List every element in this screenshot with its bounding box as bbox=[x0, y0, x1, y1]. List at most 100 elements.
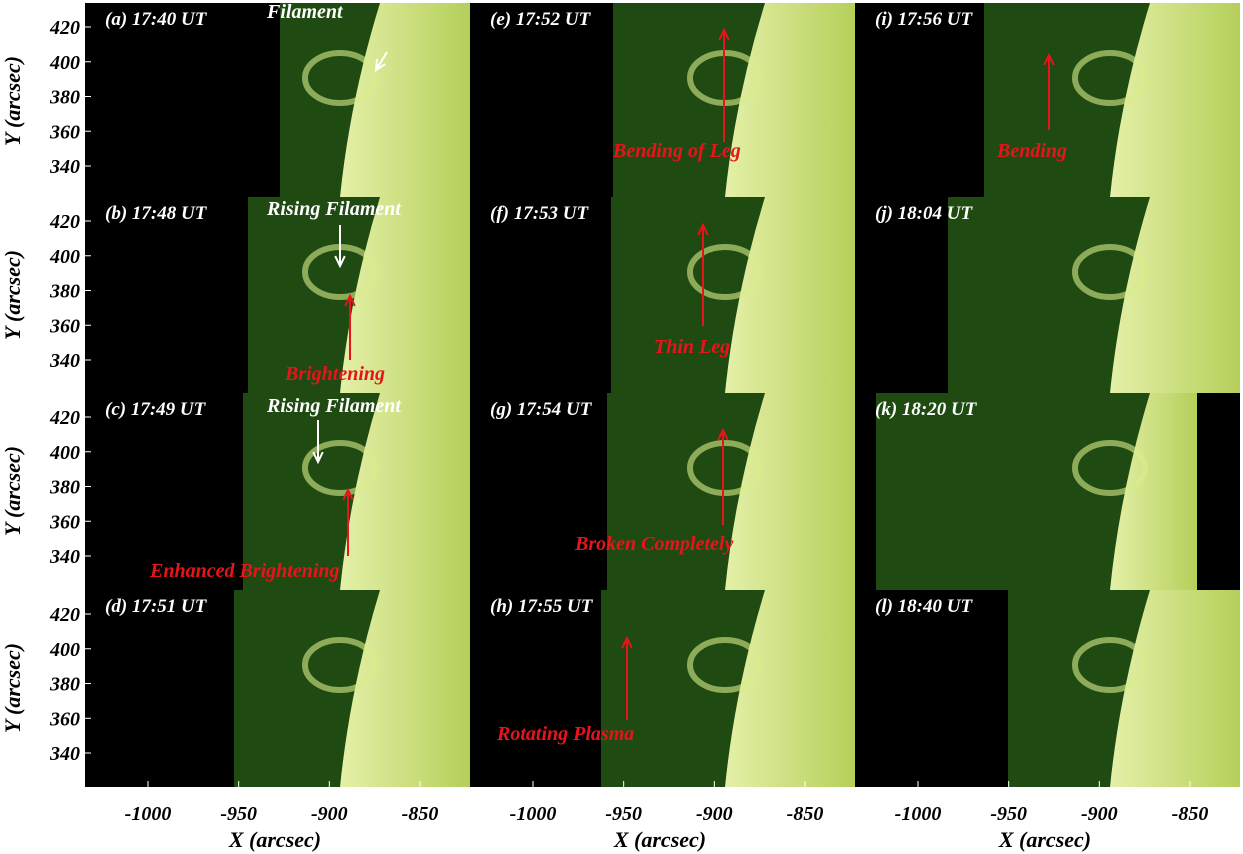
arrow-head bbox=[334, 255, 346, 269]
x-tick-label: -1000 bbox=[895, 803, 942, 825]
panel: (h) 17:55 UT Rotating Plasma bbox=[470, 590, 855, 787]
solar-disk bbox=[1110, 393, 1197, 590]
solar-disk bbox=[725, 3, 855, 197]
panel: (i) 17:56 UT Bending bbox=[855, 3, 1240, 197]
y-axis-label: Y (arcsec) bbox=[0, 446, 25, 536]
annotation: Broken Completely bbox=[574, 533, 733, 555]
annotation: Brightening bbox=[284, 363, 385, 385]
annotation: Filament bbox=[266, 1, 344, 23]
x-axis-label: X (arcsec) bbox=[228, 827, 321, 852]
panel-label: (b) 17:48 UT bbox=[105, 203, 208, 224]
annotation: Rotating Plasma bbox=[496, 723, 634, 745]
x-tick-label: -900 bbox=[696, 803, 733, 825]
y-axis-label: Y (arcsec) bbox=[0, 643, 25, 733]
panel-label: (a) 17:40 UT bbox=[105, 9, 208, 30]
panel: (l) 18:40 UT bbox=[855, 590, 1240, 787]
x-tick-label: -1000 bbox=[125, 803, 172, 825]
solar-disk bbox=[725, 590, 855, 787]
x-tick-label: -950 bbox=[220, 803, 257, 825]
panel-label: (c) 17:49 UT bbox=[105, 399, 207, 420]
arrow-head bbox=[621, 635, 633, 649]
panel: (c) 17:49 UT Rising Filament Enhanced Brig… bbox=[85, 393, 470, 590]
panel: (g) 17:54 UT Broken Completely bbox=[470, 393, 855, 590]
panel: (j) 18:04 UT bbox=[855, 197, 1240, 393]
y-tick-label: 420 bbox=[49, 604, 80, 626]
panel: (d) 17:51 UT bbox=[85, 590, 470, 787]
x-axis-label: X (arcsec) bbox=[998, 827, 1091, 852]
x-tick-label: -850 bbox=[787, 803, 824, 825]
y-tick-label: 380 bbox=[49, 674, 80, 696]
panel: (k) 18:20 UT bbox=[855, 393, 1240, 590]
y-tick-label: 400 bbox=[49, 639, 80, 661]
solar-disk bbox=[725, 197, 855, 393]
y-axis-label: Y (arcsec) bbox=[0, 56, 25, 146]
annotation: Bending of Leg bbox=[612, 140, 741, 162]
y-tick-label: 400 bbox=[49, 246, 80, 268]
arrow-head bbox=[344, 293, 356, 307]
arrow-shaft bbox=[375, 51, 388, 71]
arrow-head bbox=[717, 427, 729, 441]
panel-label: (g) 17:54 UT bbox=[490, 399, 593, 420]
loop-glow bbox=[302, 637, 378, 693]
x-tick-label: -850 bbox=[1172, 803, 1209, 825]
arrow-head bbox=[1043, 52, 1055, 66]
y-tick-label: 420 bbox=[49, 407, 80, 429]
y-tick-label: 340 bbox=[49, 743, 80, 765]
panel-label: (j) 18:04 UT bbox=[875, 203, 973, 224]
solar-disk bbox=[340, 197, 470, 393]
annotation: Thin Leg bbox=[654, 336, 730, 358]
x-tick-label: -900 bbox=[1081, 803, 1118, 825]
panel-label: (e) 17:52 UT bbox=[490, 9, 592, 30]
solar-disk bbox=[1110, 197, 1240, 393]
panel-label: (l) 18:40 UT bbox=[875, 596, 973, 617]
arrow-head bbox=[374, 58, 386, 72]
loop-glow bbox=[302, 440, 378, 496]
panel: (a) 17:40 UT Filament bbox=[85, 1, 470, 197]
annotation: Rising Filament bbox=[266, 198, 402, 220]
arrow-head bbox=[697, 222, 709, 236]
annotation: Bending bbox=[996, 140, 1067, 162]
loop-glow bbox=[1072, 244, 1148, 300]
solar-disk bbox=[725, 393, 855, 590]
y-tick-label: 380 bbox=[49, 281, 80, 303]
y-tick-label: 380 bbox=[49, 87, 80, 109]
y-tick-label: 420 bbox=[49, 17, 80, 39]
solar-disk bbox=[1110, 3, 1240, 197]
x-tick-label: -950 bbox=[990, 803, 1027, 825]
arrow-head bbox=[342, 487, 354, 501]
y-tick-label: 340 bbox=[49, 546, 80, 568]
panel-label: (f) 17:53 UT bbox=[490, 203, 590, 224]
panel: (b) 17:48 UT Rising Filament Brightening bbox=[85, 197, 470, 393]
panel-label: (i) 17:56 UT bbox=[875, 9, 973, 30]
panel-label: (k) 18:20 UT bbox=[875, 399, 978, 420]
y-tick-label: 360 bbox=[49, 511, 80, 533]
y-tick-label: 400 bbox=[49, 442, 80, 464]
loop-glow bbox=[687, 440, 763, 496]
loop-glow bbox=[1072, 637, 1148, 693]
y-tick-label: 340 bbox=[49, 156, 80, 178]
x-tick-label: -950 bbox=[605, 803, 642, 825]
x-tick-label: -850 bbox=[402, 803, 439, 825]
y-tick-label: 380 bbox=[49, 477, 80, 499]
loop-glow bbox=[1072, 50, 1148, 106]
solar-disk bbox=[340, 590, 470, 787]
loop-glow bbox=[302, 50, 378, 106]
y-tick-label: 420 bbox=[49, 211, 80, 233]
y-tick-label: 360 bbox=[49, 121, 80, 143]
x-tick-label: -900 bbox=[311, 803, 348, 825]
annotation: Enhanced Brightening bbox=[149, 560, 340, 582]
y-tick-label: 360 bbox=[49, 315, 80, 337]
y-tick-label: 340 bbox=[49, 350, 80, 372]
panel-label: (d) 17:51 UT bbox=[105, 596, 208, 617]
panel: (f) 17:53 UT Thin Leg bbox=[470, 197, 855, 393]
arrow-head bbox=[718, 27, 730, 41]
y-axis-label: Y (arcsec) bbox=[0, 250, 25, 340]
arrow-head bbox=[312, 451, 324, 465]
solar-disk bbox=[340, 3, 470, 197]
loop-glow bbox=[687, 637, 763, 693]
x-axis-label: X (arcsec) bbox=[613, 827, 706, 852]
x-tick-label: -1000 bbox=[510, 803, 557, 825]
panel: (e) 17:52 UT Bending of Leg bbox=[470, 3, 855, 197]
loop-glow bbox=[687, 244, 763, 300]
